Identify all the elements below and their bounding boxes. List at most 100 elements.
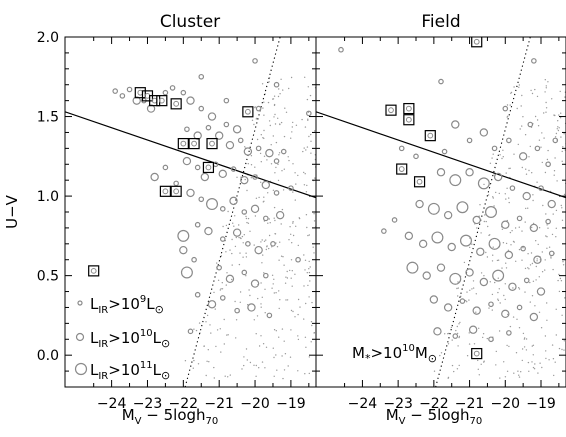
background-dot: [531, 262, 534, 265]
background-dot: [545, 357, 547, 360]
background-dot: [303, 184, 306, 186]
background-dot: [545, 85, 547, 87]
data-point-circle: [207, 300, 217, 309]
background-dot: [280, 121, 283, 124]
background-dot: [499, 154, 501, 156]
background-dot: [260, 306, 262, 308]
background-dot: [555, 334, 557, 336]
background-dot: [216, 329, 219, 331]
data-point-circle: [223, 121, 230, 128]
data-point-circle: [209, 140, 215, 147]
background-dot: [243, 356, 245, 358]
background-dot: [243, 364, 245, 367]
data-point-circle: [234, 307, 240, 314]
background-dot: [279, 299, 281, 301]
background-dot: [306, 146, 309, 148]
background-dot: [231, 264, 233, 266]
background-dot: [483, 220, 485, 223]
background-dot: [317, 85, 318, 86]
red-sequence-line: [65, 111, 316, 199]
background-dot: [545, 101, 547, 104]
background-dot: [303, 171, 305, 174]
background-dot: [508, 167, 510, 170]
background-dot: [556, 128, 558, 130]
background-dot: [260, 241, 262, 243]
data-point-square: [88, 265, 100, 277]
background-dot: [307, 118, 309, 120]
background-dot: [307, 284, 309, 287]
background-dot: [291, 126, 293, 128]
background-dot: [236, 176, 238, 178]
background-dot: [310, 140, 312, 142]
background-dot: [268, 120, 271, 122]
x-axis-label-field: MV − 5logh70: [386, 406, 483, 427]
data-point-circle: [429, 295, 439, 304]
background-dot: [495, 191, 497, 194]
background-dot: [303, 285, 305, 287]
background-dot: [290, 277, 292, 279]
background-dot: [480, 232, 482, 234]
background-dot: [521, 230, 523, 232]
background-dot: [518, 376, 521, 378]
background-dot: [284, 107, 286, 109]
background-dot: [518, 226, 520, 228]
background-dot: [195, 329, 198, 332]
y-tick-label: 2.0: [37, 30, 59, 46]
background-dot: [498, 330, 501, 332]
x-tick-label: −22: [419, 396, 449, 412]
background-dot: [275, 354, 277, 356]
background-dot: [259, 152, 262, 155]
background-dot: [220, 351, 222, 353]
background-dot: [219, 289, 221, 291]
background-dot: [249, 230, 251, 232]
background-dot: [287, 156, 289, 158]
background-dot: [562, 146, 564, 148]
background-dot: [203, 345, 205, 347]
data-point-circle: [431, 231, 444, 244]
background-dot: [272, 189, 275, 191]
background-dot: [551, 98, 553, 100]
background-dot: [206, 360, 208, 362]
x-axis-label-cluster: MV − 5logh70: [122, 406, 219, 427]
background-dot: [491, 293, 494, 296]
background-dot: [545, 235, 547, 237]
background-dot: [250, 164, 253, 166]
data-point-circle: [194, 291, 201, 298]
background-dot: [541, 251, 543, 253]
data-point-circle: [391, 217, 398, 223]
background-dot: [562, 261, 564, 263]
x-tick-label: −24: [348, 396, 378, 412]
background-dot: [291, 131, 293, 133]
data-point-circle: [459, 298, 466, 304]
background-dot: [275, 166, 277, 169]
background-dot: [260, 282, 262, 284]
data-point-circle: [219, 295, 226, 301]
background-dot: [494, 281, 496, 284]
background-dot: [546, 247, 548, 249]
data-point-circle: [237, 137, 244, 144]
data-point-circle: [266, 312, 273, 319]
background-dot: [455, 329, 457, 332]
data-point-circle: [198, 105, 205, 112]
data-point-circle: [243, 147, 253, 156]
background-dot: [541, 271, 544, 273]
background-dot: [536, 258, 538, 260]
data-point-circle: [198, 73, 205, 80]
background-dot: [555, 308, 557, 310]
data-point-square: [170, 98, 182, 110]
background-dot: [265, 239, 267, 241]
data-point-circle: [536, 287, 546, 296]
background-dot: [304, 269, 306, 271]
data-point-square: [385, 104, 397, 116]
background-dot: [245, 217, 248, 220]
background-dot: [513, 153, 515, 155]
background-dot: [283, 168, 285, 170]
background-dot: [479, 204, 481, 206]
data-point-circle: [240, 175, 249, 185]
background-dot: [297, 298, 300, 301]
data-point-circle: [436, 168, 446, 177]
background-dot: [291, 270, 293, 272]
background-dot: [310, 321, 313, 323]
data-point-circle: [552, 137, 559, 144]
background-dot: [263, 101, 265, 103]
